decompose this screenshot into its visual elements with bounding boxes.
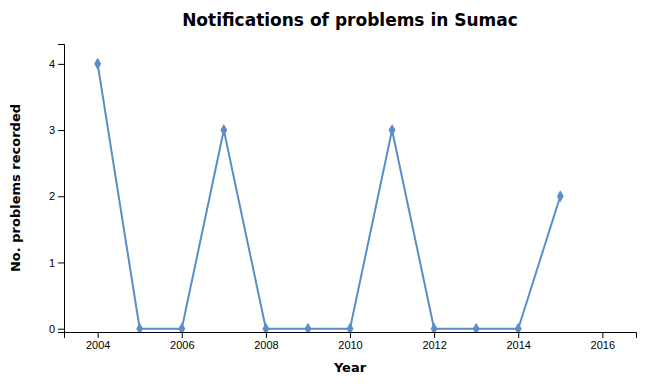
y-axis-tick-label: 4 <box>49 58 55 70</box>
marker <box>557 190 564 202</box>
y-axis-tick-mark <box>58 196 64 197</box>
y-axis-title: No. problems recorded <box>8 104 23 272</box>
x-axis-tick: 2010 <box>338 332 362 351</box>
chart: 2004 2006 2008 2010 2012 2014 2016 0 1 2 3 4 Notific… <box>0 0 660 386</box>
x-axis-tick-mark <box>182 332 183 338</box>
marker <box>94 58 101 70</box>
marker <box>431 323 438 332</box>
marker <box>220 124 227 136</box>
title: Notifications of problems in Sumac <box>182 10 518 30</box>
line <box>98 64 561 329</box>
x-axis-tick: 2014 <box>506 332 530 351</box>
y-axis-tick: 2 <box>49 190 64 202</box>
y-axis-tick-mark <box>58 130 64 131</box>
y-axis-tick-label: 2 <box>49 190 55 202</box>
x-axis: 2004 2006 2008 2010 2012 2014 2016 <box>65 332 637 351</box>
x-axis-tick-label: 2008 <box>254 339 278 351</box>
x-axis-tick-mark <box>350 332 351 338</box>
y-axis-tick-mark <box>58 262 64 263</box>
plot: 2004 2006 2008 2010 2012 2014 2016 0 1 2 3 4 <box>49 45 637 351</box>
y-axis-tick: 1 <box>49 257 64 269</box>
x-axis-tick-label: 2010 <box>338 339 362 351</box>
x-axis-tick-label: 2014 <box>506 339 530 351</box>
y-axis-tick: 3 <box>49 124 64 136</box>
marker <box>136 323 143 332</box>
x-axis-tick-label: 2012 <box>422 339 446 351</box>
x-axis-tick-label: 2016 <box>591 339 615 351</box>
x-axis-tick-label: 2004 <box>86 339 110 351</box>
x-axis-tick-mark <box>434 332 435 338</box>
marker <box>473 323 480 332</box>
marker <box>178 323 185 332</box>
marker <box>262 323 269 332</box>
marker <box>389 124 396 136</box>
x-axis-tick: 2006 <box>170 332 194 351</box>
y-axis: 0 1 2 3 4 <box>49 45 65 335</box>
x-axis-title: Year <box>333 360 367 375</box>
y-axis-tick: 4 <box>49 58 64 70</box>
y-axis-line <box>58 45 65 333</box>
y-axis-tick-label: 0 <box>49 323 55 335</box>
x-axis-tick-mark <box>602 332 603 338</box>
y-axis-tick-label: 1 <box>49 257 55 269</box>
x-axis-tick-mark <box>518 332 519 338</box>
x-axis-tick-label: 2006 <box>170 339 194 351</box>
y-axis-tick-label: 3 <box>49 124 55 136</box>
marker <box>304 323 311 332</box>
x-axis-tick-mark <box>266 332 267 338</box>
series <box>94 58 564 332</box>
x-axis-tick: 2004 <box>86 332 110 351</box>
x-axis-tick: 2008 <box>254 332 278 351</box>
x-axis-tick: 2016 <box>591 332 615 351</box>
marker <box>347 323 354 332</box>
x-axis-line <box>65 333 637 339</box>
x-axis-tick-mark <box>98 332 99 338</box>
y-axis-tick: 0 <box>49 323 64 335</box>
y-axis-tick-mark <box>58 64 64 65</box>
x-axis-tick: 2012 <box>422 332 446 351</box>
y-axis-tick-mark <box>58 329 64 330</box>
marker <box>515 323 522 332</box>
